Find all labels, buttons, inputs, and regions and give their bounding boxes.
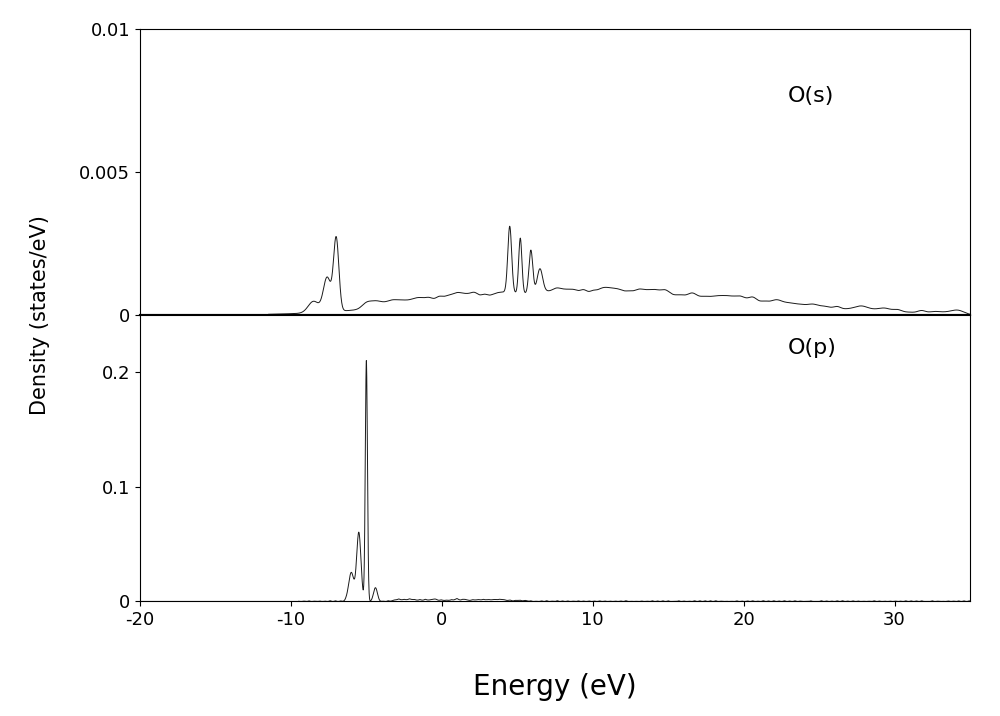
- Text: O(p): O(p): [787, 338, 836, 358]
- Text: Energy (eV): Energy (eV): [473, 673, 637, 702]
- Text: O(s): O(s): [787, 86, 834, 106]
- Text: Density (states/eV): Density (states/eV): [30, 215, 50, 415]
